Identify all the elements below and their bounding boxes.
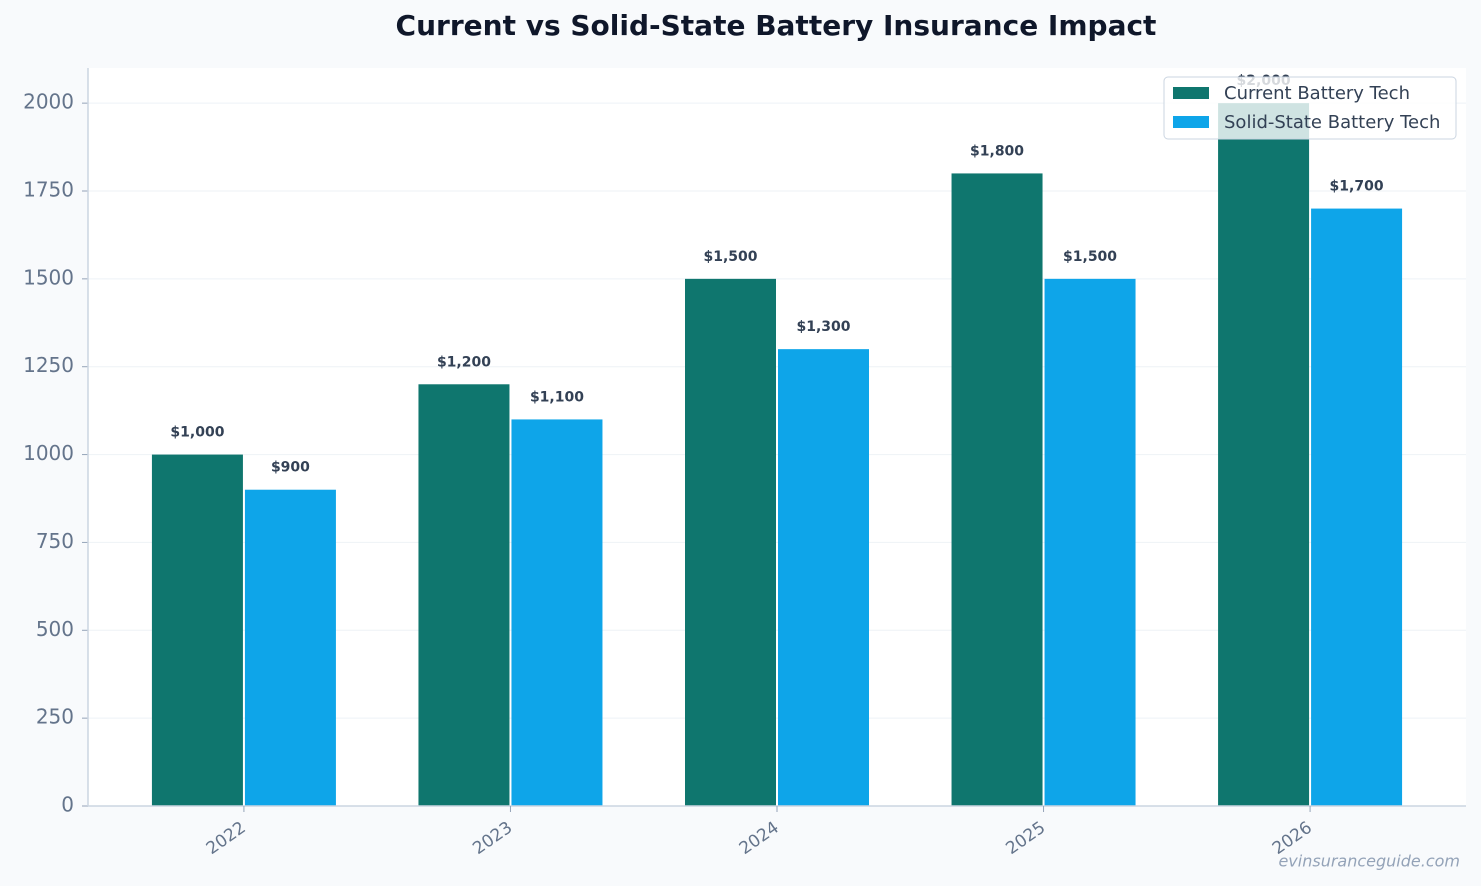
y-tick-label: 0 <box>61 793 74 817</box>
y-tick-label: 1000 <box>23 441 74 465</box>
y-tick-label: 1250 <box>23 353 74 377</box>
bar <box>418 384 510 806</box>
y-tick-label: 500 <box>36 617 74 641</box>
value-label: $1,300 <box>796 319 850 335</box>
value-label: $1,200 <box>437 354 491 370</box>
y-tick-label: 1500 <box>23 265 74 289</box>
y-tick-label: 250 <box>36 705 74 729</box>
value-label: $1,700 <box>1330 179 1384 195</box>
bar <box>951 173 1043 806</box>
bar <box>778 349 869 806</box>
value-label: $1,500 <box>1063 249 1117 265</box>
y-tick-label: 1750 <box>23 178 74 202</box>
legend-swatch <box>1173 116 1209 128</box>
y-tick-label: 750 <box>36 529 74 553</box>
legend-swatch <box>1173 87 1209 99</box>
legend-label: Current Battery Tech <box>1224 83 1410 104</box>
bar <box>1044 278 1136 806</box>
bar <box>244 489 336 806</box>
bar <box>1311 208 1403 807</box>
value-label: $1,100 <box>530 389 584 405</box>
value-label: $1,000 <box>170 425 224 441</box>
value-label: $1,500 <box>703 249 757 265</box>
bar <box>511 419 603 806</box>
value-label: $900 <box>271 460 310 476</box>
bar <box>1218 103 1310 806</box>
bar <box>685 278 776 806</box>
y-tick-label: 2000 <box>23 90 74 114</box>
watermark: evinsuranceguide.com <box>1278 852 1460 871</box>
value-label: $1,800 <box>970 143 1024 159</box>
legend-box <box>1163 76 1457 140</box>
legend-label: Solid-State Battery Tech <box>1224 112 1440 133</box>
chart-title: Current vs Solid-State Battery Insurance… <box>396 9 1157 42</box>
bar <box>151 454 243 806</box>
